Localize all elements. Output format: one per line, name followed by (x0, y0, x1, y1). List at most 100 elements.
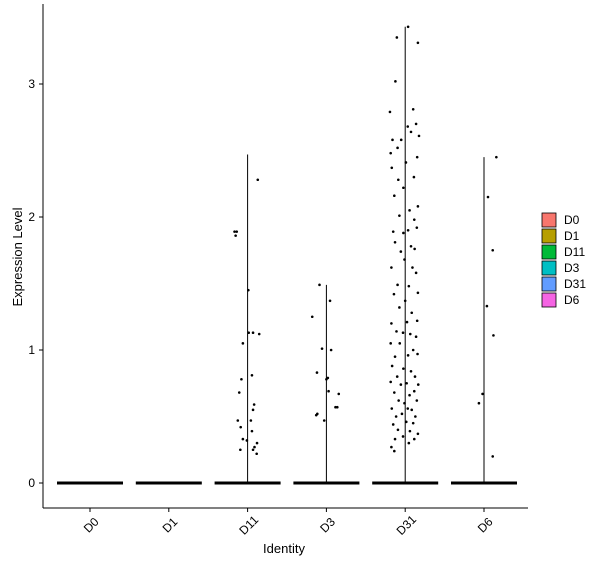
data-point (257, 332, 261, 336)
data-point (389, 342, 392, 345)
data-point (406, 407, 410, 410)
data-point (405, 381, 408, 385)
data-point (388, 110, 392, 114)
data-point (251, 331, 255, 335)
data-point (398, 342, 402, 345)
data-point (414, 122, 418, 126)
x-axis-label: Identity (263, 541, 305, 556)
data-point (247, 331, 250, 335)
axes: 0 1 2 3 D0 D1 D11 D3 D31 D6 (28, 4, 528, 538)
data-point (314, 413, 318, 417)
data-point (408, 209, 411, 212)
data-point (407, 284, 411, 288)
data-point (397, 178, 400, 182)
violin-base (57, 481, 123, 485)
data-point (239, 448, 242, 452)
data-point (416, 41, 420, 45)
data-point (398, 306, 401, 309)
data-point (415, 155, 419, 159)
data-point (495, 155, 498, 159)
data-point (406, 354, 410, 357)
data-point (393, 240, 397, 244)
data-point (408, 393, 411, 397)
data-point (401, 435, 405, 438)
data-point (337, 392, 341, 396)
data-point (406, 25, 410, 29)
data-point (415, 399, 419, 402)
data-point (403, 258, 406, 261)
x-tick-label: D11 (236, 513, 261, 538)
data-point (416, 383, 420, 386)
y-tick-label: 2 (28, 210, 35, 224)
data-point (393, 391, 396, 394)
data-point (408, 332, 412, 336)
data-point (404, 161, 408, 164)
data-point (255, 452, 258, 456)
legend-swatch (541, 260, 557, 276)
legend-swatch (541, 228, 557, 244)
legend: D0 D1 D11 D3 D31 D6 (541, 212, 586, 308)
y-tick-label: 0 (28, 476, 35, 490)
y-tick-label: 3 (28, 77, 35, 91)
legend-label: D11 (564, 245, 585, 259)
data-point (402, 186, 405, 190)
data-point (250, 429, 254, 433)
data-point (326, 376, 330, 380)
legend-label: D31 (564, 277, 586, 291)
data-point (234, 234, 237, 237)
data-point (408, 429, 412, 433)
data-point (395, 36, 399, 39)
y-axis-label: Expression Level (10, 207, 25, 306)
data-point (391, 138, 394, 142)
data-point (249, 419, 253, 422)
data-point (393, 437, 397, 441)
data-point (395, 330, 398, 333)
data-point (394, 80, 397, 83)
data-point (410, 311, 414, 315)
data-point (253, 445, 256, 449)
data-point (397, 399, 400, 402)
data-point (411, 107, 415, 111)
data-point (233, 230, 236, 233)
data-point (241, 437, 245, 441)
data-point (399, 383, 403, 386)
legend-label: D3 (564, 261, 580, 275)
data-point (318, 283, 321, 287)
data-point (477, 401, 481, 405)
data-point (414, 415, 417, 418)
data-point (391, 423, 395, 426)
data-point (236, 419, 240, 422)
data-point (245, 439, 249, 442)
data-point (406, 229, 410, 232)
data-point (399, 250, 403, 253)
data-point (396, 428, 400, 432)
data-point (491, 248, 495, 252)
x-tick-label: D3 (317, 515, 338, 536)
data-point (390, 322, 393, 325)
data-point (393, 194, 396, 198)
data-point (411, 421, 415, 425)
data-point (402, 367, 405, 370)
data-point (399, 138, 403, 142)
data-point (413, 375, 417, 378)
legend-swatch (541, 292, 557, 308)
data-point (395, 375, 399, 378)
data-point (400, 412, 404, 416)
data-point (393, 355, 397, 358)
data-point (390, 407, 394, 410)
data-point (250, 373, 254, 377)
legend-label: D6 (564, 293, 580, 307)
violin-base (135, 481, 202, 485)
data-point (334, 405, 337, 409)
legend-swatch (541, 212, 557, 228)
data-point (329, 348, 333, 352)
data-point (411, 266, 414, 269)
data-point (485, 304, 489, 308)
data-point (409, 369, 413, 373)
legend-swatch (541, 244, 557, 260)
data-point (414, 271, 418, 275)
data-point (406, 125, 410, 128)
data-point (416, 352, 419, 356)
